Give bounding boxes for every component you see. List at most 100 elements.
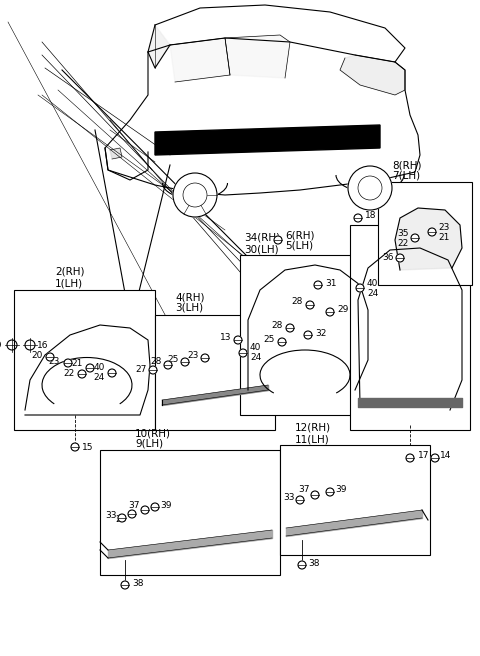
Text: 23: 23 — [188, 350, 199, 359]
Bar — [100, 450, 280, 575]
Text: 29: 29 — [337, 306, 348, 314]
Circle shape — [296, 496, 304, 504]
Text: 9(LH): 9(LH) — [135, 439, 163, 449]
Circle shape — [239, 349, 247, 357]
Polygon shape — [110, 148, 122, 159]
Circle shape — [396, 254, 404, 262]
Text: 21: 21 — [72, 359, 83, 369]
Circle shape — [348, 166, 392, 210]
Text: 30(LH): 30(LH) — [244, 244, 278, 254]
Polygon shape — [395, 208, 462, 270]
Polygon shape — [248, 265, 368, 390]
Circle shape — [326, 488, 334, 496]
Text: 38: 38 — [132, 579, 144, 588]
Text: 39: 39 — [160, 501, 171, 510]
Circle shape — [311, 491, 319, 499]
Circle shape — [428, 228, 436, 236]
Text: 5(LH): 5(LH) — [285, 241, 313, 251]
Text: 23: 23 — [438, 224, 449, 232]
Text: 11(LH): 11(LH) — [295, 434, 330, 444]
Text: 25: 25 — [264, 335, 275, 344]
Circle shape — [121, 581, 129, 589]
Polygon shape — [155, 125, 380, 155]
Bar — [378, 182, 472, 285]
Text: 16: 16 — [37, 340, 48, 350]
Polygon shape — [358, 248, 462, 410]
Polygon shape — [25, 325, 150, 415]
Circle shape — [431, 454, 439, 462]
Text: 24: 24 — [367, 289, 378, 298]
Circle shape — [406, 454, 414, 462]
Text: 37: 37 — [129, 501, 140, 510]
Circle shape — [149, 366, 157, 374]
Text: 24: 24 — [250, 354, 261, 363]
Circle shape — [118, 514, 126, 522]
Text: 3(LH): 3(LH) — [175, 303, 203, 313]
Text: 17: 17 — [418, 451, 430, 459]
Text: 6(RH): 6(RH) — [285, 230, 314, 240]
Circle shape — [164, 361, 172, 369]
Text: 25: 25 — [168, 354, 179, 363]
Circle shape — [151, 503, 159, 511]
Text: 36: 36 — [383, 253, 394, 262]
Circle shape — [181, 358, 189, 366]
Text: 13: 13 — [219, 333, 231, 342]
Circle shape — [314, 281, 322, 289]
Circle shape — [234, 336, 242, 344]
Text: 2(RH): 2(RH) — [55, 267, 84, 277]
Polygon shape — [170, 38, 230, 82]
Circle shape — [64, 359, 72, 367]
Text: 32: 32 — [315, 329, 326, 337]
Circle shape — [304, 331, 312, 339]
Bar — [240, 255, 380, 415]
Text: 28: 28 — [272, 321, 283, 329]
Circle shape — [71, 443, 79, 451]
Bar — [14, 290, 155, 430]
Text: 21: 21 — [438, 234, 449, 243]
Text: 39: 39 — [335, 485, 347, 495]
Text: 33: 33 — [284, 493, 295, 502]
Text: 10(RH): 10(RH) — [135, 428, 171, 438]
Polygon shape — [225, 35, 290, 78]
Text: 35: 35 — [397, 228, 409, 237]
Polygon shape — [148, 25, 170, 68]
Polygon shape — [340, 55, 405, 95]
Text: 27: 27 — [136, 365, 147, 375]
Text: 28: 28 — [151, 358, 162, 367]
Circle shape — [46, 353, 54, 361]
Bar — [350, 225, 470, 430]
Text: 22: 22 — [398, 239, 409, 247]
Text: 4(RH): 4(RH) — [175, 292, 204, 302]
Text: 7(LH): 7(LH) — [392, 171, 420, 181]
Text: 34(RH): 34(RH) — [244, 233, 280, 243]
Circle shape — [411, 234, 419, 242]
Text: 40: 40 — [94, 363, 105, 371]
Circle shape — [78, 370, 86, 378]
Circle shape — [108, 369, 116, 377]
Text: 20: 20 — [32, 350, 43, 359]
Text: 40: 40 — [250, 344, 262, 352]
Text: 8(RH): 8(RH) — [392, 160, 421, 170]
Text: 37: 37 — [299, 485, 310, 495]
Circle shape — [286, 324, 294, 332]
Text: 40: 40 — [367, 279, 378, 287]
Text: 1(LH): 1(LH) — [55, 278, 83, 288]
Text: 19: 19 — [0, 340, 2, 350]
Circle shape — [274, 236, 282, 244]
Circle shape — [141, 506, 149, 514]
Text: 14: 14 — [440, 451, 451, 461]
Circle shape — [278, 338, 286, 346]
Circle shape — [201, 354, 209, 362]
Text: 31: 31 — [325, 279, 336, 287]
Text: 22: 22 — [64, 369, 75, 379]
Circle shape — [173, 173, 217, 217]
Circle shape — [306, 301, 314, 309]
Text: 38: 38 — [308, 558, 320, 567]
Text: 12(RH): 12(RH) — [295, 423, 331, 433]
Bar — [280, 445, 430, 555]
Circle shape — [128, 510, 136, 518]
Circle shape — [356, 284, 364, 292]
Text: 26: 26 — [116, 516, 127, 525]
Text: 15: 15 — [82, 443, 94, 451]
Text: 18: 18 — [365, 211, 376, 220]
